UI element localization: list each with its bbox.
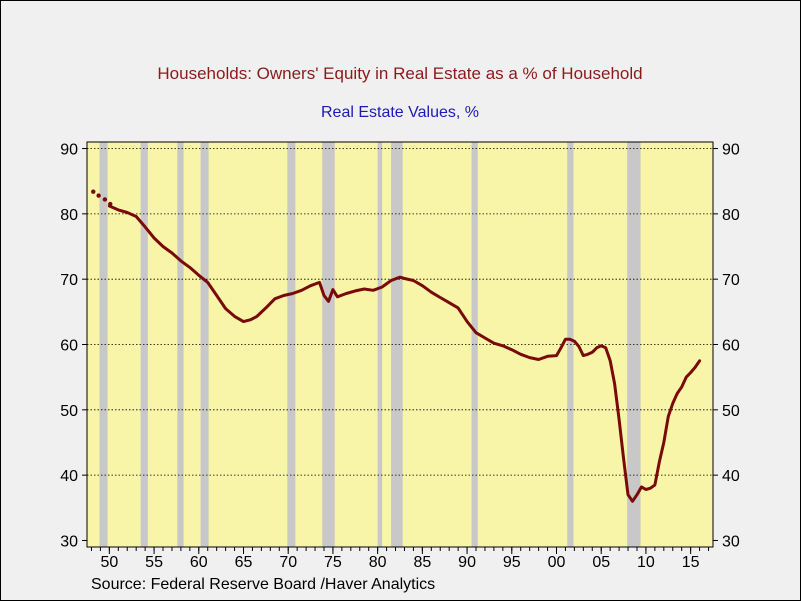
x-tick-label: 95: [503, 554, 521, 571]
gridlines: [87, 148, 713, 476]
recession-band: [377, 142, 383, 547]
y-tick-label-right: 60: [722, 338, 740, 355]
source-note: Source: Federal Reserve Board /Haver Ana…: [91, 576, 435, 593]
y-axis-right: 30 40 50 60 70 80 90: [713, 142, 740, 550]
x-tick-label: 00: [548, 554, 566, 571]
series-point: [96, 193, 101, 198]
recession-band: [177, 142, 184, 547]
y-tick-label-left: 40: [60, 468, 78, 485]
x-tick-label: 75: [324, 554, 342, 571]
x-tick-label: 90: [458, 554, 476, 571]
x-tick-label: 85: [413, 554, 431, 571]
y-tick-label-right: 90: [722, 142, 740, 159]
y-tick-label-left: 30: [60, 533, 78, 550]
y-tick-label-left: 60: [60, 338, 78, 355]
y-tick-label-right: 50: [722, 403, 740, 420]
x-tick-label: 55: [145, 554, 163, 571]
x-tick-label: 70: [279, 554, 297, 571]
chart-title: Households: Owners' Equity in Real Estat…: [157, 64, 642, 83]
y-tick-label-right: 40: [722, 468, 740, 485]
x-tick-label: 60: [190, 554, 208, 571]
y-tick-label-left: 50: [60, 403, 78, 420]
series-point: [102, 197, 108, 202]
recession-band: [471, 142, 478, 547]
y-tick-label-left: 70: [60, 272, 78, 289]
recession-band: [99, 142, 108, 547]
y-tick-label-right: 30: [722, 533, 740, 550]
x-tick-label: 50: [100, 554, 118, 571]
y-tick-label-right: 80: [722, 207, 740, 224]
y-tick-label-left: 80: [60, 207, 78, 224]
series-layer: [91, 189, 702, 503]
y-axis-left: 30 40 50 60 70 80 90: [60, 142, 87, 550]
y-tick-label-right: 70: [722, 272, 740, 289]
x-tick-label: 15: [682, 554, 700, 571]
recession-band: [322, 142, 335, 547]
x-tick-label: 05: [592, 554, 610, 571]
recession-band: [391, 142, 403, 547]
recession-band: [200, 142, 209, 547]
x-axis: 50 55 60 65 70 75 80 85 90 95 00 05 10 15: [90, 547, 710, 571]
series-line: [107, 204, 702, 503]
x-tick-label: 10: [637, 554, 655, 571]
x-tick-label: 65: [235, 554, 253, 571]
chart-subtitle: Real Estate Values, %: [321, 104, 479, 121]
x-tick-label: 80: [369, 554, 387, 571]
series-point: [91, 189, 96, 194]
y-tick-label-left: 90: [60, 142, 78, 159]
